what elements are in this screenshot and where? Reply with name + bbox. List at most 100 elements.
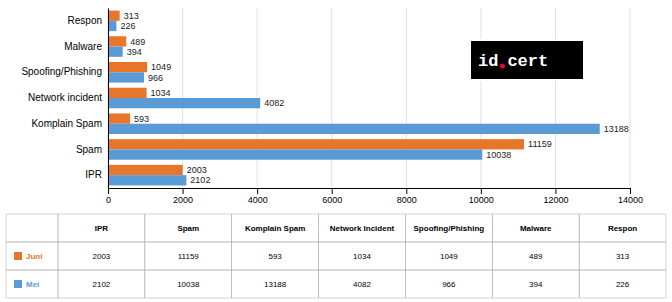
table-value: 2003 [93, 252, 111, 261]
y-tick-label: Spoofing/Phishing [21, 66, 102, 77]
table-cell [579, 270, 666, 298]
table-cell [232, 270, 319, 298]
table-header: Spoofing/Phishing [414, 224, 485, 233]
x-tick: 12000 [543, 188, 568, 205]
data-labels: 2003111595931034104948931321021003813188… [120, 11, 628, 186]
grid-line [555, 8, 556, 188]
table-cell [492, 270, 579, 298]
grid-line [480, 8, 481, 188]
x-tick-mark [481, 188, 482, 194]
table-value: 4082 [353, 280, 371, 289]
bar [108, 47, 123, 57]
table-cell [492, 214, 579, 242]
y-tick-label: IPR [85, 169, 102, 180]
x-tick-label: 10000 [469, 195, 494, 205]
x-tick: 8000 [397, 188, 417, 205]
data-label: 2102 [190, 175, 210, 185]
x-tick-mark [555, 188, 556, 194]
table-value: 489 [529, 252, 543, 261]
table-header: Respon [608, 224, 637, 233]
x-tick-mark [630, 188, 631, 194]
data-label: 593 [134, 114, 149, 124]
table-cell [492, 242, 579, 270]
grid-line [406, 8, 407, 188]
y-tick: Respon [68, 15, 108, 26]
table-value: 2102 [93, 280, 111, 289]
y-tick-label: Respon [68, 15, 102, 26]
x-tick-label: 12000 [543, 195, 568, 205]
bar [108, 21, 116, 31]
x-axis-line [109, 189, 631, 195]
table-value: 966 [442, 280, 456, 289]
bar [108, 139, 524, 149]
y-tick-label: Malware [64, 41, 102, 52]
table-cell [6, 270, 58, 298]
table-cell [579, 242, 666, 270]
table-header: IPR [95, 224, 109, 233]
table-cell [319, 214, 406, 242]
x-tick-label: 2000 [173, 195, 193, 205]
table-header: Komplain Spam [245, 224, 305, 233]
table-value: 1034 [353, 252, 371, 261]
annotation: id [478, 52, 498, 71]
y-tick: Komplain Spam [31, 118, 108, 129]
table-value: 593 [268, 252, 282, 261]
grid-line [331, 8, 332, 188]
table-cell [145, 214, 232, 242]
table-cell [579, 214, 666, 242]
y-tick-label: Komplain Spam [31, 118, 102, 129]
bars [108, 11, 600, 186]
bar [108, 98, 260, 108]
x-axis: 02000400060008000100001200014000 [106, 188, 643, 205]
table-cell [319, 270, 406, 298]
data-label: 966 [148, 73, 163, 83]
grid-line [630, 8, 631, 188]
table-value: 10038 [177, 280, 200, 289]
table-cell [319, 242, 406, 270]
y-tick: IPR [85, 169, 108, 180]
y-tick: Network incident [28, 92, 108, 103]
x-tick-label: 0 [106, 195, 111, 205]
grid [108, 8, 630, 188]
table-cell [58, 214, 145, 242]
x-tick-label: 14000 [618, 195, 643, 205]
bar [108, 62, 147, 72]
x-tick-label: 6000 [322, 195, 342, 205]
data-label: 226 [120, 21, 135, 31]
logo-box [470, 40, 584, 80]
logo: idcert [470, 40, 584, 80]
table-cell [232, 242, 319, 270]
table-cell [58, 270, 145, 298]
x-tick-mark [257, 188, 258, 194]
x-tick-mark [332, 188, 333, 194]
x-tick-mark [406, 188, 407, 194]
x-tick: 14000 [618, 188, 643, 205]
table-row-header: Mei [14, 280, 39, 289]
table-header: Malware [520, 224, 552, 233]
x-tick: 6000 [322, 188, 342, 205]
data-label: 2003 [187, 165, 207, 175]
table-row-header: Juni [14, 252, 42, 261]
bar [108, 149, 482, 159]
data-label: 10038 [486, 150, 511, 160]
table-value: 13188 [264, 280, 287, 289]
annotation: cert [507, 52, 548, 71]
y-axis-line [108, 9, 109, 189]
legend-swatch [14, 280, 22, 288]
data-label: 394 [127, 47, 142, 57]
table-cell [405, 242, 492, 270]
table-cell [145, 270, 232, 298]
bar [108, 88, 147, 98]
x-tick-mark [183, 188, 184, 194]
bar [108, 36, 126, 46]
y-tick-label: Network incident [28, 92, 102, 103]
chart: 2003111595931034104948931321021003813188… [0, 0, 672, 302]
table-cell [405, 270, 492, 298]
bar [108, 124, 600, 134]
data-label: 1049 [151, 62, 171, 72]
grid-line [108, 8, 109, 188]
y-tick-label: Spam [76, 144, 102, 155]
x-tick: 2000 [173, 188, 193, 205]
table-value: 1049 [440, 252, 458, 261]
data-label: 1034 [151, 88, 171, 98]
